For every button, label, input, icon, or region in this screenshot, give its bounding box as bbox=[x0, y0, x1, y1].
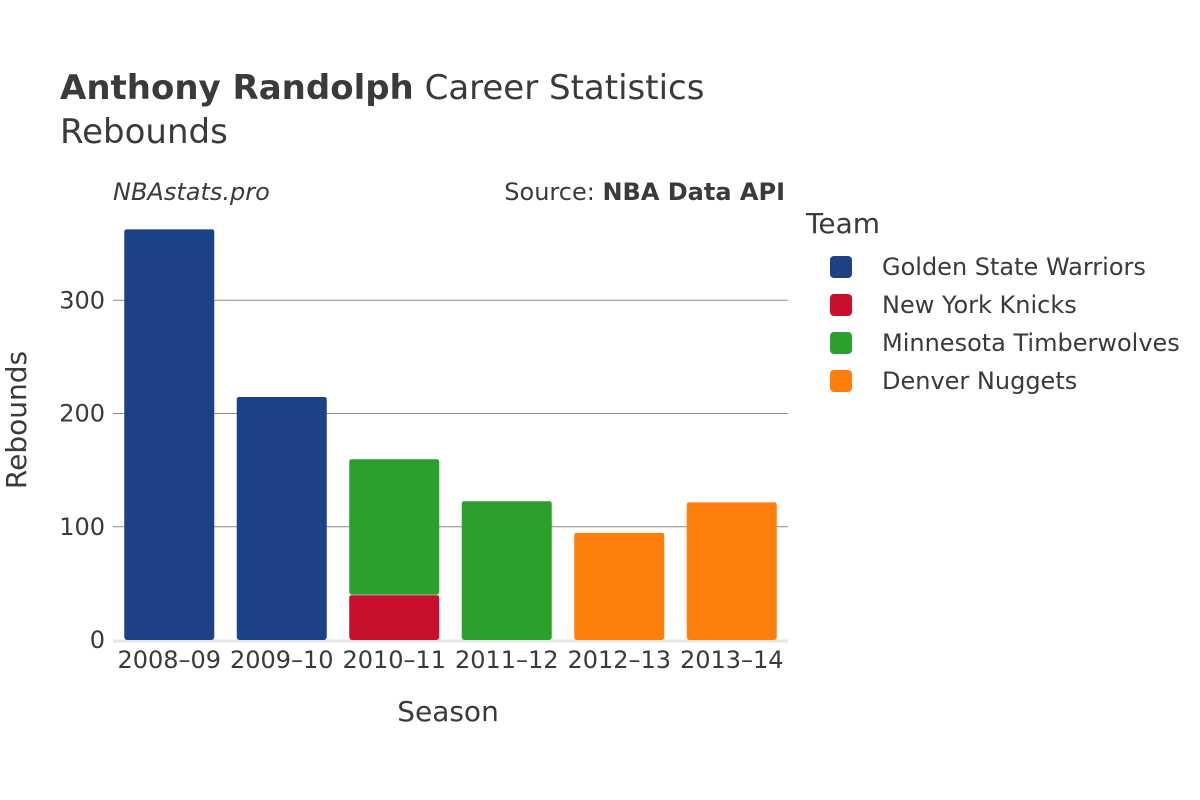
x-tick-labels: 2008–09 2009–10 2010–11 2011–12 2012–13 2013–… bbox=[117, 646, 783, 674]
legend-items: Golden State Warriors New York Knicks Minn… bbox=[806, 248, 1180, 400]
bar-2011–12-minnesota-timberwolves[interactable] bbox=[461, 500, 552, 640]
y-tick-label: 0 bbox=[90, 626, 105, 654]
bar-2012–13-denver-nuggets[interactable] bbox=[574, 532, 665, 640]
x-axis-label: Season bbox=[397, 695, 499, 728]
legend-title: Team bbox=[806, 207, 881, 240]
chart-title: Anthony Randolph Career Statistics Rebou… bbox=[60, 66, 704, 154]
legend-label: Minnesota Timberwolves bbox=[882, 329, 1180, 357]
source-credit: Source: NBA Data API bbox=[504, 178, 785, 206]
watermark: NBAstats.pro bbox=[113, 178, 270, 206]
bar-2010–11-new-york-knicks[interactable] bbox=[349, 594, 440, 640]
source-name: NBA Data API bbox=[602, 178, 785, 206]
bar-2008–09-golden-state-warriors[interactable] bbox=[124, 228, 215, 640]
bar-2009–10-golden-state-warriors[interactable] bbox=[236, 396, 327, 640]
x-tick-label: 2013–14 bbox=[680, 646, 784, 674]
legend-swatch bbox=[830, 332, 852, 354]
x-tick-label: 2010–11 bbox=[342, 646, 446, 674]
legend-item[interactable]: Golden State Warriors bbox=[806, 248, 1180, 286]
chart-subtitle: Rebounds bbox=[60, 112, 228, 152]
legend-swatch bbox=[830, 294, 852, 316]
bar-2013–14-denver-nuggets[interactable] bbox=[686, 501, 777, 640]
y-axis-label: Rebounds bbox=[0, 351, 33, 489]
grid-lines bbox=[113, 299, 788, 643]
legend-label: New York Knicks bbox=[882, 291, 1077, 319]
legend-item[interactable]: New York Knicks bbox=[806, 286, 1180, 324]
legend-item[interactable]: Minnesota Timberwolves bbox=[806, 324, 1180, 362]
x-tick-label: 2011–12 bbox=[455, 646, 559, 674]
legend-swatch bbox=[830, 370, 852, 392]
source-prefix: Source: bbox=[504, 178, 602, 206]
bar-2010–11-minnesota-timberwolves[interactable] bbox=[349, 458, 440, 595]
legend-item[interactable]: Denver Nuggets bbox=[806, 362, 1180, 400]
legend-label: Golden State Warriors bbox=[882, 253, 1146, 281]
x-tick-label: 2008–09 bbox=[117, 646, 221, 674]
bars bbox=[124, 228, 777, 640]
y-tick-label: 100 bbox=[59, 513, 105, 541]
title-player-name: Anthony Randolph bbox=[60, 68, 414, 108]
y-tick-label: 200 bbox=[59, 400, 105, 428]
legend-label: Denver Nuggets bbox=[882, 367, 1078, 395]
legend-swatch bbox=[830, 256, 852, 278]
y-tick-label: 300 bbox=[59, 286, 105, 314]
y-tick-labels: 0 100 200 300 bbox=[59, 286, 105, 654]
title-suffix: Career Statistics bbox=[413, 68, 705, 108]
x-tick-label: 2009–10 bbox=[230, 646, 334, 674]
x-tick-label: 2012–13 bbox=[567, 646, 671, 674]
legend: Team Golden State Warriors New York Knick… bbox=[806, 207, 1180, 400]
